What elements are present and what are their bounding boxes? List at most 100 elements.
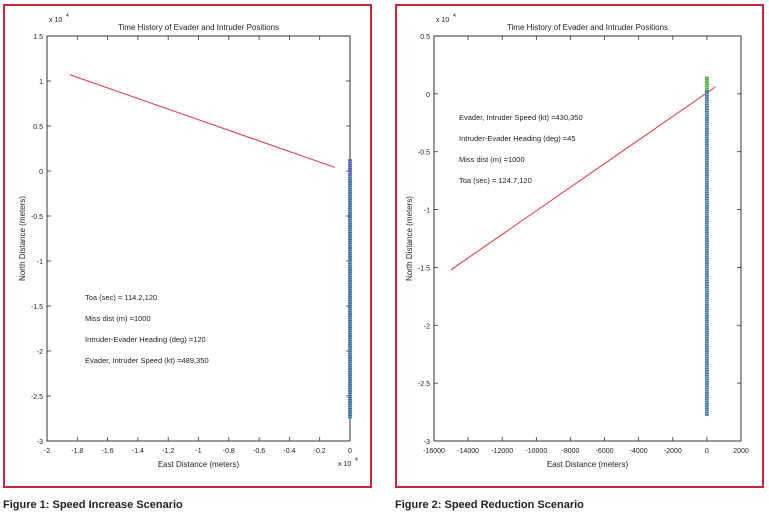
- y-exponent-power: 4: [453, 13, 456, 19]
- series-marker-2: [704, 222, 709, 225]
- series-marker-2: [348, 416, 352, 419]
- x-tick-label: -4000: [630, 448, 648, 455]
- series-marker-2: [704, 160, 709, 163]
- annotation-text: Evader, Intruder Speed (kt) =489,350: [85, 356, 209, 365]
- series-marker-2: [704, 149, 709, 152]
- series-marker-2: [704, 380, 709, 383]
- series-marker-2: [704, 407, 709, 410]
- series-marker-2: [704, 156, 709, 159]
- series-marker-2: [704, 376, 709, 379]
- series-marker-2: [348, 229, 352, 232]
- series-marker-2: [348, 396, 352, 399]
- series-marker-2: [704, 413, 709, 416]
- series-marker-2: [704, 257, 709, 260]
- series-marker-2: [348, 337, 352, 340]
- y-axis-label: North Distance (meters): [18, 196, 27, 281]
- series-marker-2: [704, 292, 709, 295]
- series-marker-2: [348, 352, 352, 355]
- x-tick-label: -0.4: [283, 448, 295, 455]
- series-marker-2: [704, 328, 709, 330]
- plot-area: [46, 35, 351, 442]
- series-marker-1: [348, 168, 352, 170]
- annotation-text: Toa (sec) = 114.2,120: [85, 293, 157, 302]
- series-marker-2: [704, 319, 709, 322]
- series-marker-2: [704, 180, 709, 183]
- series-marker-2: [348, 392, 352, 395]
- annotation-text: Intruder-Evader Heading (deg) =120: [85, 335, 206, 344]
- series-marker-2: [704, 136, 709, 139]
- series-marker-2: [348, 264, 352, 267]
- y-tick-label: -3: [424, 439, 430, 446]
- series-marker-2: [704, 306, 709, 308]
- series-marker-2: [704, 347, 709, 350]
- series-marker-2: [348, 277, 352, 280]
- x-tick-label: -6000: [596, 448, 614, 455]
- series-marker-2: [704, 361, 709, 363]
- series-marker-2: [704, 262, 709, 264]
- series-marker-2: [704, 277, 709, 280]
- series-marker-2: [348, 271, 352, 274]
- series-marker-2: [704, 202, 709, 205]
- series-marker-2: [704, 121, 709, 124]
- figure-2-panel: Time History of Evader and Intruder Posi…: [395, 4, 764, 488]
- x-tick-label: -16000: [423, 448, 445, 455]
- figure-2-caption: Figure 2: Speed Reduction Scenario: [395, 499, 584, 511]
- series-marker-2: [704, 198, 709, 201]
- series-marker-2: [348, 233, 352, 236]
- series-marker-2: [348, 324, 352, 326]
- series-marker-2: [704, 405, 709, 407]
- series-marker-2: [348, 370, 352, 373]
- series-marker-2: [348, 207, 352, 210]
- series-marker-2: [704, 233, 709, 236]
- series-marker-2: [348, 359, 352, 362]
- series-marker-2: [348, 381, 352, 384]
- x-tick-label: -1.6: [102, 448, 114, 455]
- series-marker-2: [704, 339, 709, 341]
- series-marker-2: [704, 323, 709, 326]
- series-marker-2: [704, 229, 709, 231]
- y-tick-label: -1: [37, 259, 43, 266]
- x-tick-label: 2000: [733, 448, 749, 455]
- series-line-0: [450, 86, 716, 271]
- series-marker-2: [348, 335, 352, 337]
- series-marker-2: [704, 284, 709, 286]
- series-marker-2: [348, 295, 352, 298]
- series-marker-2: [348, 203, 352, 205]
- series-marker-2: [704, 266, 709, 269]
- series-marker-2: [704, 244, 709, 247]
- series-marker-2: [348, 341, 352, 344]
- series-marker-2: [704, 119, 709, 121]
- series-marker-2: [704, 134, 709, 137]
- series-marker-2: [704, 374, 709, 377]
- series-marker-2: [704, 141, 709, 143]
- series-marker-1: [704, 83, 709, 86]
- series-marker-2: [704, 215, 709, 218]
- series-marker-2: [704, 325, 709, 328]
- series-marker-2: [704, 402, 709, 405]
- series-marker-2: [704, 103, 709, 106]
- series-marker-2: [348, 198, 352, 201]
- series-marker-2: [348, 174, 352, 177]
- series-marker-2: [348, 242, 352, 245]
- series-marker-2: [348, 372, 352, 375]
- x-tick-label: -1: [195, 448, 201, 455]
- series-marker-2: [704, 132, 709, 135]
- series-marker-2: [348, 343, 352, 346]
- series-marker-2: [704, 209, 709, 212]
- y-tick-label: -2: [424, 323, 430, 330]
- series-marker-2: [704, 226, 709, 229]
- series-marker-2: [704, 147, 709, 150]
- series-marker-2: [348, 313, 352, 315]
- series-marker-2: [704, 281, 709, 284]
- series-marker-2: [704, 99, 709, 102]
- x-tick-label: -1.8: [71, 448, 83, 455]
- series-marker-2: [704, 116, 709, 119]
- series-marker-2: [704, 97, 709, 99]
- series-marker-2: [348, 407, 352, 410]
- series-marker-2: [704, 297, 709, 300]
- x-tick-label: -2: [44, 448, 50, 455]
- series-marker-2: [704, 154, 709, 157]
- series-marker-2: [704, 169, 709, 172]
- series-marker-2: [704, 108, 709, 110]
- x-exponent-label: x 10: [338, 461, 351, 468]
